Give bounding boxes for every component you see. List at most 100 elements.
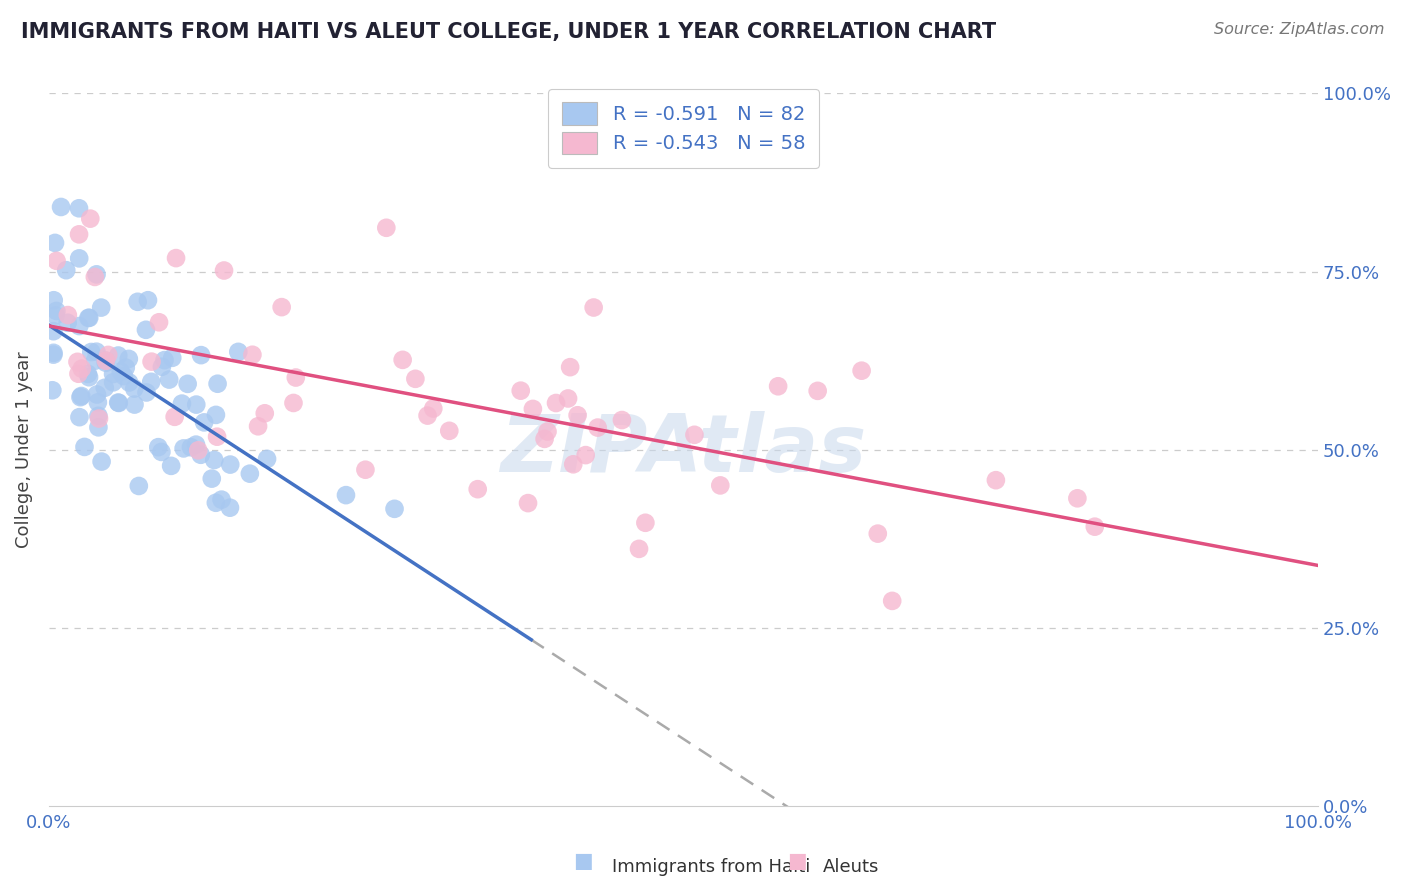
Point [87, 420, 110, 434]
Point [41, 384, 63, 398]
Point [766, 379, 789, 393]
Point [118, 351, 141, 366]
Point [582, 301, 605, 315]
Point [87, 409, 110, 423]
Point [128, 479, 150, 493]
Point [44, 235, 66, 250]
Point [509, 384, 531, 398]
Point [150, 359, 173, 374]
Point [79, 211, 101, 226]
Point [201, 472, 224, 486]
Point [1066, 491, 1088, 506]
Point [150, 445, 173, 459]
Point [77, 367, 100, 381]
Point [45, 253, 67, 268]
Point [107, 395, 129, 409]
Point [202, 453, 225, 467]
Point [212, 263, 235, 277]
Point [136, 293, 159, 308]
Point [90, 454, 112, 468]
Point [610, 413, 633, 427]
Point [70, 361, 93, 376]
Point [560, 360, 582, 375]
Point [422, 401, 444, 416]
Point [544, 396, 567, 410]
Point [162, 351, 184, 365]
Point [67, 367, 90, 381]
Point [45, 304, 67, 318]
Legend: R = -0.591   N = 82, R = -0.543   N = 58: R = -0.591 N = 82, R = -0.543 N = 58 [548, 89, 818, 168]
Point [176, 376, 198, 391]
Point [375, 220, 398, 235]
Point [575, 448, 598, 462]
Point [42, 346, 65, 360]
Point [141, 375, 163, 389]
Point [391, 352, 413, 367]
Point [67, 227, 90, 242]
Point [114, 360, 136, 375]
Point [84, 353, 107, 368]
Point [163, 409, 186, 424]
Point [170, 396, 193, 410]
Point [211, 492, 233, 507]
Point [205, 430, 228, 444]
Point [416, 409, 439, 423]
Point [536, 425, 558, 439]
Point [533, 432, 555, 446]
Point [118, 376, 141, 390]
Point [184, 437, 207, 451]
Point [242, 348, 264, 362]
Point [45, 309, 67, 323]
Point [67, 252, 90, 266]
Point [135, 323, 157, 337]
Point [207, 376, 229, 391]
Point [124, 382, 146, 396]
Point [107, 396, 129, 410]
Point [517, 496, 540, 510]
Point [86, 268, 108, 282]
Point [283, 396, 305, 410]
Point [567, 409, 589, 423]
Point [42, 293, 65, 308]
Point [42, 348, 65, 362]
Point [205, 408, 228, 422]
Text: ZIPAtlas: ZIPAtlas [501, 410, 866, 489]
Point [193, 416, 215, 430]
Point [404, 372, 426, 386]
Point [148, 315, 170, 329]
Text: Aleuts: Aleuts [823, 858, 879, 876]
Point [384, 501, 406, 516]
Point [205, 496, 228, 510]
Point [866, 526, 889, 541]
Point [124, 398, 146, 412]
Point [157, 373, 180, 387]
Text: ■: ■ [574, 852, 593, 871]
Y-axis label: College, Under 1 year: College, Under 1 year [15, 351, 32, 548]
Point [186, 398, 208, 412]
Point [86, 387, 108, 401]
Text: ■: ■ [787, 852, 807, 871]
Point [127, 294, 149, 309]
Point [335, 488, 357, 502]
Point [984, 473, 1007, 487]
Point [42, 324, 65, 338]
Point [112, 369, 135, 384]
Point [56, 308, 79, 322]
Point [67, 201, 90, 215]
Point [135, 385, 157, 400]
Point [165, 251, 187, 265]
Point [270, 300, 292, 314]
Point [354, 463, 377, 477]
Point [56, 316, 79, 330]
Point [522, 401, 544, 416]
Point [94, 353, 117, 368]
Text: Immigrants from Haiti: Immigrants from Haiti [612, 858, 810, 876]
Point [55, 263, 77, 277]
Point [94, 381, 117, 395]
Point [101, 367, 124, 381]
Point [219, 458, 242, 472]
Point [239, 467, 262, 481]
Point [256, 451, 278, 466]
Point [284, 370, 307, 384]
Point [1084, 519, 1107, 533]
